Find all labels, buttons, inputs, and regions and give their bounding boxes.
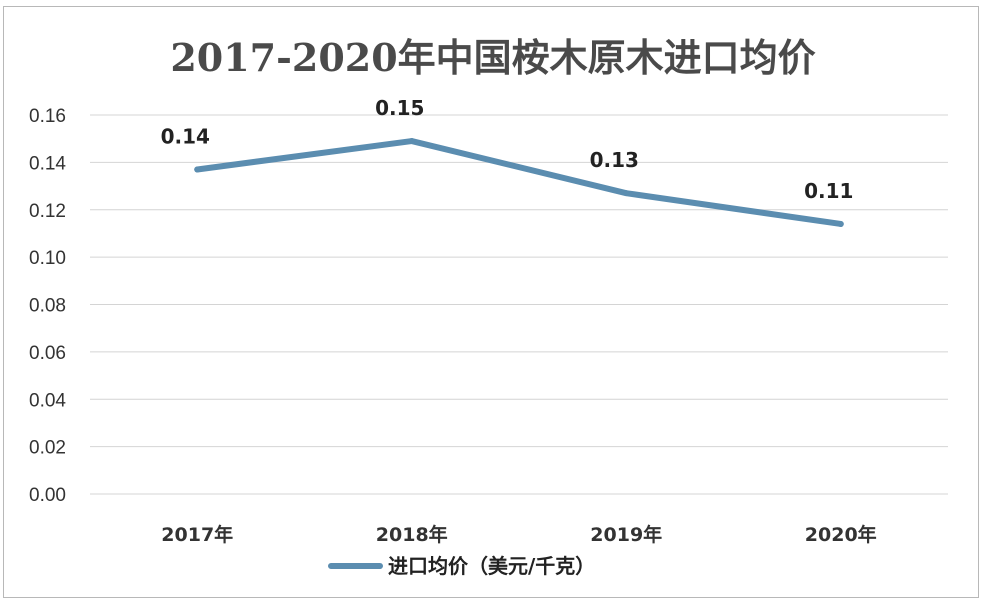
y-tick-label: 0.14 xyxy=(29,153,66,174)
gridlines xyxy=(90,114,948,495)
data-labels: 0.14 0.15 0.13 0.11 xyxy=(161,96,854,203)
series-layer xyxy=(194,138,844,227)
y-axis-ticks: 0.00 0.02 0.04 0.06 0.08 0.10 0.12 0.14 0.16 xyxy=(29,106,66,506)
y-tick-label: 0.02 xyxy=(29,438,66,459)
x-category-label: 2019年 xyxy=(590,523,662,546)
x-category-label: 2018年 xyxy=(376,523,448,546)
data-label: 0.14 xyxy=(161,124,210,148)
y-tick-label: 0.00 xyxy=(29,485,66,506)
legend-label: 进口均价（美元/千克） xyxy=(388,554,595,578)
y-tick-label: 0.16 xyxy=(29,106,66,127)
y-tick-label: 0.10 xyxy=(29,248,66,269)
data-point xyxy=(837,220,844,227)
legend: 进口均价（美元/千克） xyxy=(328,554,595,578)
x-category-label: 2017年 xyxy=(161,523,233,546)
y-tick-label: 0.08 xyxy=(29,296,66,317)
data-point xyxy=(194,166,201,173)
chart-title: 2017-2020年中国桉木原木进口均价 xyxy=(170,35,815,80)
data-label: 0.15 xyxy=(375,96,424,120)
chart-frame xyxy=(3,6,979,598)
x-axis-categories: 2017年 2018年 2019年 2020年 xyxy=(161,523,876,546)
y-tick-label: 0.12 xyxy=(29,201,66,222)
data-label: 0.13 xyxy=(590,148,639,172)
data-label: 0.11 xyxy=(804,179,853,203)
series-line xyxy=(194,138,844,227)
data-point xyxy=(623,190,630,197)
y-tick-label: 0.06 xyxy=(29,343,66,364)
y-tick-label: 0.04 xyxy=(29,390,66,411)
data-point xyxy=(408,138,415,145)
x-category-label: 2020年 xyxy=(805,523,877,546)
